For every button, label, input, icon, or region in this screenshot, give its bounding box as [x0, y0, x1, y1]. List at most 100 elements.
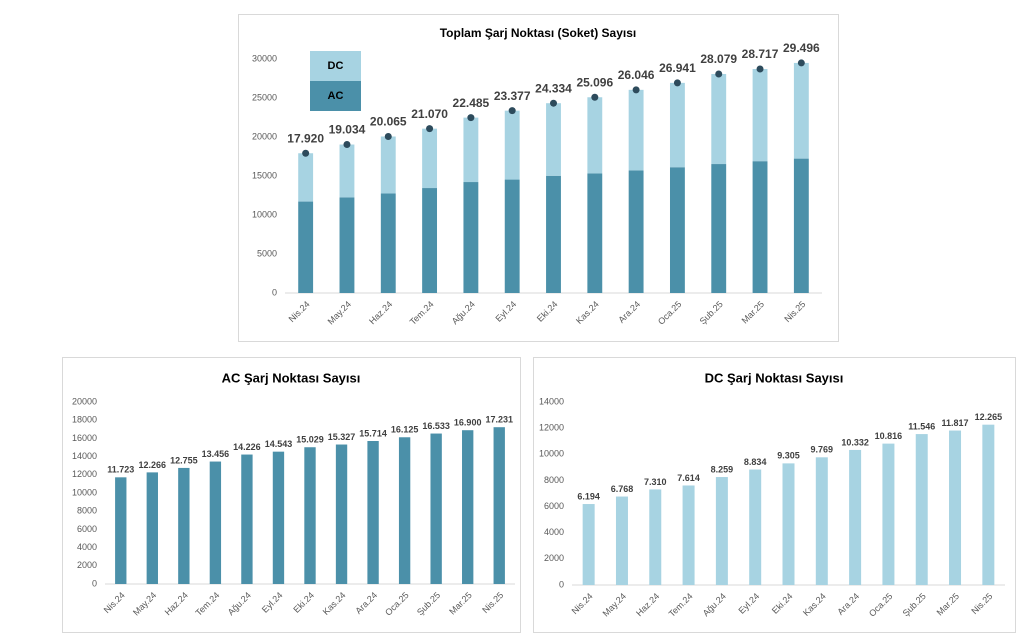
y-tick-label: 16000 — [72, 433, 97, 443]
y-tick-label: 10000 — [72, 487, 97, 497]
value-label: 11.817 — [942, 418, 969, 428]
bar-segment — [793, 62, 809, 159]
y-tick-label: 0 — [559, 579, 564, 589]
total-marker — [632, 86, 640, 94]
value-label: 26.046 — [618, 68, 655, 82]
y-tick-label: 15000 — [252, 170, 277, 180]
total-marker — [673, 79, 681, 87]
bar-segment — [711, 164, 727, 293]
bar — [146, 472, 158, 584]
value-label: 8.834 — [744, 457, 767, 467]
value-label: 7.614 — [677, 473, 700, 483]
legend-label: DC — [328, 60, 344, 72]
y-tick-label: 4000 — [77, 542, 97, 552]
value-label: 17.231 — [485, 415, 513, 425]
bar-segment — [380, 136, 396, 194]
bar — [178, 467, 190, 584]
bar-segment — [380, 193, 396, 293]
bar-segment — [669, 167, 685, 293]
bar — [849, 449, 862, 585]
bar — [715, 477, 728, 585]
y-tick-label: 0 — [92, 578, 97, 588]
bar — [241, 454, 253, 584]
value-label: 6.768 — [611, 484, 634, 494]
bar — [682, 485, 695, 585]
value-label: 15.714 — [359, 428, 387, 438]
y-tick-label: 14000 — [539, 396, 564, 406]
bar — [949, 430, 962, 585]
y-tick-label: 6000 — [77, 524, 97, 534]
bar-segment — [546, 103, 561, 176]
value-label: 26.941 — [659, 61, 696, 75]
chart-title: AC Şarj Noktası Sayısı — [222, 370, 361, 385]
bar — [304, 447, 316, 584]
y-tick-label: 4000 — [544, 527, 564, 537]
bar-segment — [298, 153, 314, 202]
bar-segment — [587, 173, 603, 293]
bar-segment — [628, 89, 644, 171]
bar-segment — [339, 144, 355, 198]
chart-frame — [533, 357, 1016, 633]
bar-segment — [422, 128, 438, 189]
total-marker — [384, 132, 392, 140]
value-label: 17.920 — [287, 131, 324, 145]
y-tick-label: 12000 — [72, 469, 97, 479]
value-label: 11.546 — [908, 421, 935, 431]
y-tick-label: 2000 — [544, 553, 564, 563]
value-label: 14.226 — [233, 442, 261, 452]
y-tick-label: 2000 — [77, 560, 97, 570]
total-marker — [302, 149, 310, 157]
value-label: 10.816 — [875, 431, 903, 441]
legend-label: AC — [328, 90, 344, 102]
value-label: 22.485 — [453, 96, 490, 110]
value-label: 7.310 — [644, 477, 667, 487]
total-marker — [550, 99, 557, 107]
value-label: 15.029 — [296, 435, 324, 445]
total-marker — [797, 59, 805, 67]
bar — [115, 477, 127, 584]
bar-segment — [546, 175, 561, 293]
bar-segment — [793, 158, 809, 293]
value-label: 23.377 — [494, 89, 531, 103]
y-tick-label: 10000 — [539, 449, 564, 459]
value-label: 19.034 — [329, 123, 366, 137]
y-tick-label: 14000 — [72, 451, 97, 461]
bar — [982, 424, 995, 585]
legend-swatch — [310, 51, 361, 81]
y-tick-label: 20000 — [72, 396, 97, 406]
value-label: 16.900 — [454, 418, 482, 428]
total-marker — [715, 70, 723, 78]
value-label: 9.769 — [811, 445, 834, 455]
bar-segment — [504, 179, 520, 293]
bar-segment — [711, 73, 727, 165]
total-marker — [508, 107, 516, 115]
total-marker — [467, 114, 475, 122]
value-label: 9.305 — [777, 451, 800, 461]
value-label: 11.723 — [107, 465, 134, 475]
chart-title: Toplam Şarj Noktası (Soket) Sayısı — [440, 26, 637, 40]
y-tick-label: 12000 — [539, 423, 564, 433]
bar — [493, 427, 505, 584]
total-marker — [591, 93, 599, 101]
value-label: 13.456 — [202, 449, 230, 459]
bar — [272, 451, 285, 584]
bar-segment — [752, 161, 768, 293]
bar — [367, 441, 379, 584]
y-tick-label: 30000 — [252, 53, 277, 63]
bar — [615, 496, 628, 585]
bar-segment — [628, 170, 644, 293]
bar-segment — [463, 182, 479, 293]
y-tick-label: 10000 — [252, 209, 277, 219]
y-tick-label: 5000 — [257, 248, 277, 258]
bar-segment — [422, 188, 438, 293]
value-label: 6.194 — [577, 491, 600, 501]
total-marker — [426, 125, 434, 133]
value-label: 14.543 — [265, 439, 293, 449]
bar-segment — [298, 201, 314, 293]
value-label: 20.065 — [370, 115, 407, 129]
bar — [649, 489, 662, 585]
bar — [582, 504, 595, 585]
value-label: 10.332 — [841, 437, 869, 447]
bar — [815, 457, 828, 585]
